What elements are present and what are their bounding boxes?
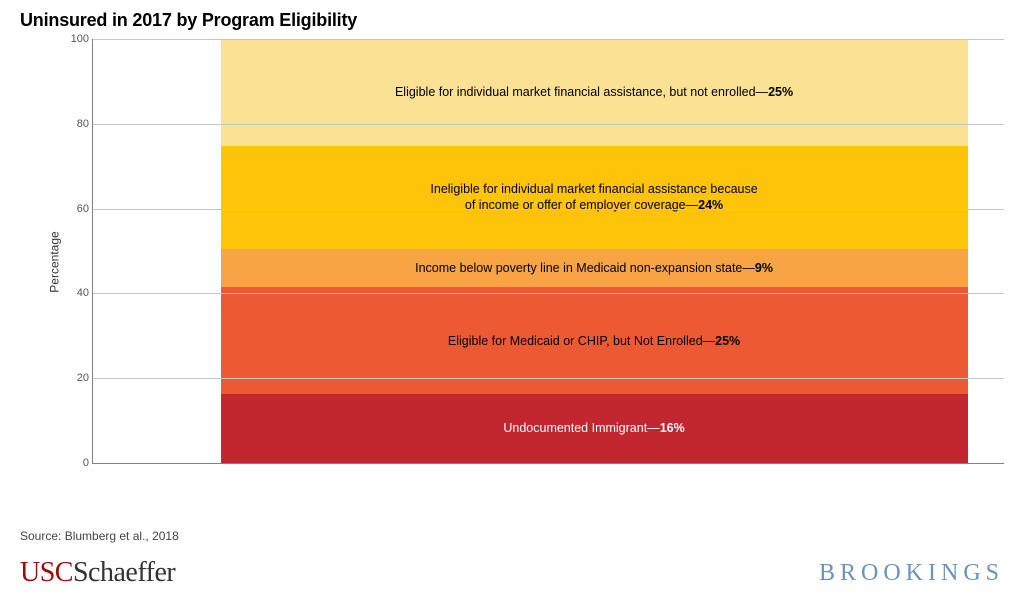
y-tick-label: 80 [63, 118, 89, 130]
brookings-logo: BROOKINGS [819, 560, 1004, 587]
gridline [93, 209, 1004, 210]
logo-row: USCSchaeffer BROOKINGS [20, 559, 1004, 587]
schaeffer-text: Schaeffer [73, 557, 175, 588]
usc-schaeffer-logo: USCSchaeffer [20, 559, 175, 587]
bar-segment: Ineligible for individual market financi… [221, 146, 968, 249]
bar-segment: Undocumented Immigrant—16% [221, 394, 968, 463]
y-tick-label: 40 [63, 287, 89, 299]
gridline [93, 378, 1004, 379]
chart-title: Uninsured in 2017 by Program Eligibility [20, 10, 1004, 31]
stacked-bar: Undocumented Immigrant—16%Eligible for M… [221, 39, 968, 463]
y-tick-label: 0 [63, 457, 89, 469]
chart-area: Percentage Undocumented Immigrant—16%Eli… [60, 39, 1004, 484]
y-tick-label: 60 [63, 203, 89, 215]
source-citation: Source: Blumberg et al., 2018 [20, 529, 179, 543]
y-axis-label: Percentage [48, 231, 62, 292]
bar-segment: Income below poverty line in Medicaid no… [221, 249, 968, 288]
usc-text: USC [20, 557, 73, 588]
gridline [93, 293, 1004, 294]
plot-region: Undocumented Immigrant—16%Eligible for M… [92, 39, 1004, 464]
y-tick-label: 100 [63, 33, 89, 45]
y-tick-label: 20 [63, 372, 89, 384]
bar-segment: Eligible for individual market financial… [221, 39, 968, 146]
gridline [93, 39, 1004, 40]
gridline [93, 124, 1004, 125]
